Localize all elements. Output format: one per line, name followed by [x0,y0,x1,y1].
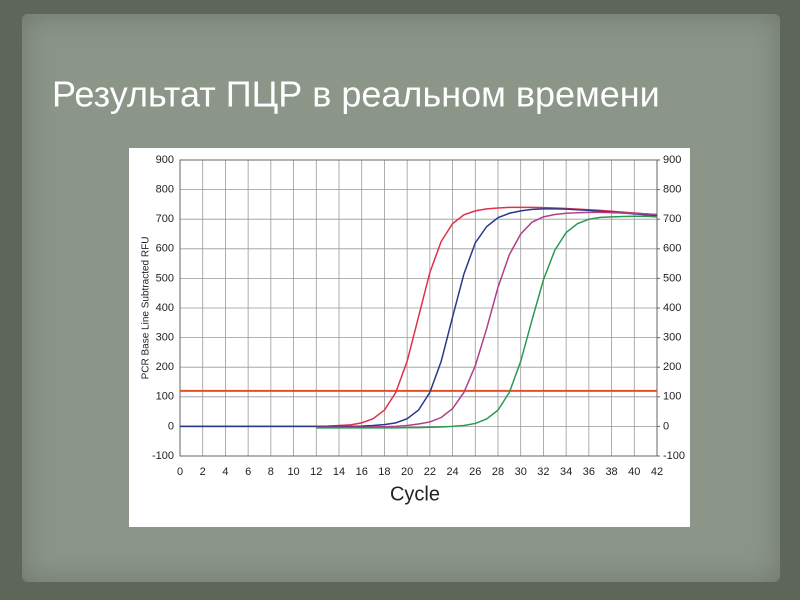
y-tick-label: 800 [156,184,174,196]
y2-tick-label: 400 [663,302,681,314]
y2-tick-label: 500 [663,272,681,284]
y2-tick-label: 200 [663,361,681,373]
x-tick-label: 30 [515,466,527,478]
x-tick-label: 22 [424,466,436,478]
x-tick-label: 40 [628,466,640,478]
x-tick-label: 38 [605,466,617,478]
y-axis-label: PCR Base Line Subtracted RFU [141,237,152,380]
x-tick-label: 28 [492,466,504,478]
x-tick-label: 36 [583,466,595,478]
x-tick-label: 42 [651,466,663,478]
y2-tick-label: 800 [663,184,681,196]
x-tick-label: 2 [200,466,206,478]
x-tick-label: 0 [177,466,183,478]
y2-tick-label: 700 [663,213,681,225]
plot-frame [179,159,658,457]
y-tick-label: 200 [156,361,174,373]
y-tick-label: 600 [156,243,174,255]
y2-tick-label: 100 [663,391,681,403]
x-tick-label: 4 [222,466,228,478]
series-line [316,215,658,429]
y2-tick-label: 600 [663,243,681,255]
x-tick-label: 6 [245,466,251,478]
x-tick-label: 20 [401,466,413,478]
x-tick-label: 12 [310,466,322,478]
x-tick-label: 8 [268,466,274,478]
x-tick-label: 24 [446,466,458,478]
y2-tick-label: 300 [663,332,681,344]
y2-tick-label: 900 [663,154,681,166]
y-tick-label: 900 [156,154,174,166]
x-tick-label: 18 [378,466,390,478]
x-axis-label: Cycle [390,483,440,505]
y-tick-label: 300 [156,332,174,344]
y-tick-label: 0 [168,420,174,432]
y2-tick-label: 0 [663,420,669,432]
y-tick-label: 500 [156,272,174,284]
y-tick-label: -100 [152,450,174,462]
y2-tick-label: -100 [663,450,685,462]
x-tick-label: 26 [469,466,481,478]
series-line [180,208,658,428]
y-tick-label: 700 [156,213,174,225]
x-tick-label: 32 [537,466,549,478]
x-tick-label: 16 [356,466,368,478]
slide-title: Результат ПЦР в реальном времени [52,74,660,115]
y-tick-label: 100 [156,391,174,403]
x-tick-label: 14 [333,466,345,478]
series-line [316,211,658,429]
x-tick-label: 10 [287,466,299,478]
x-tick-label: 34 [560,466,572,478]
y-tick-label: 400 [156,302,174,314]
